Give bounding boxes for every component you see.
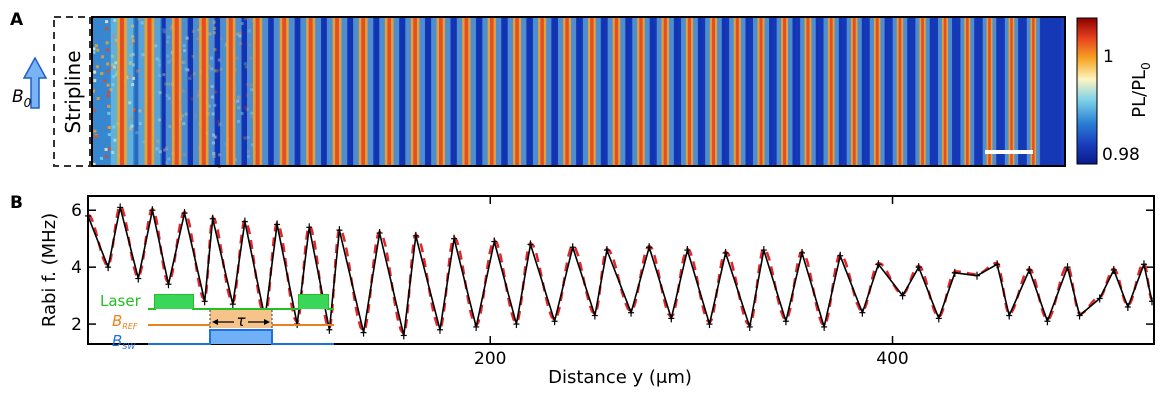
data-point	[326, 325, 333, 334]
data-point	[1044, 317, 1051, 326]
data-point	[746, 322, 753, 331]
colorbar-max-label: 1	[1103, 47, 1114, 67]
data-point	[569, 243, 576, 252]
data-point	[451, 234, 458, 243]
data-point	[591, 311, 598, 320]
data-point	[1006, 311, 1013, 320]
panel-a-label: A	[10, 10, 24, 30]
data-point	[181, 209, 188, 218]
laser-pulse-2	[299, 295, 328, 309]
pl-map	[91, 16, 1066, 168]
data-point	[85, 211, 91, 220]
data-point	[306, 223, 313, 232]
colorbar	[1076, 17, 1098, 165]
data-point	[994, 260, 1001, 269]
laser-pulse-1	[155, 295, 193, 309]
data-point	[400, 331, 407, 340]
data-point	[117, 203, 124, 212]
y-axis-ticks: 2 4 6	[71, 201, 1154, 335]
data-point	[201, 297, 208, 306]
data-point	[105, 263, 112, 272]
bsw-pulse	[210, 330, 272, 344]
x-axis-ticks: 200 400	[474, 196, 909, 369]
pulse-sequence-inset: Laser BREF τ BSW	[100, 292, 334, 351]
data-point	[165, 280, 172, 289]
colorbar-title: PL/PL0	[1129, 62, 1153, 117]
data-point	[274, 220, 281, 229]
data-point	[1140, 260, 1147, 269]
data-point	[628, 308, 635, 317]
data-point	[859, 308, 866, 317]
data-point	[376, 229, 383, 237]
data-point	[706, 320, 713, 329]
data-point	[875, 260, 882, 269]
data-point	[951, 268, 958, 277]
data-point	[799, 248, 806, 257]
y-tick-label: 6	[71, 201, 82, 221]
data-point	[1148, 297, 1155, 306]
stripline-label: Stripline	[61, 50, 85, 133]
data-point	[646, 243, 653, 252]
data-point	[551, 317, 558, 326]
data-point	[603, 246, 610, 255]
data-point	[821, 322, 828, 331]
laser-label: Laser	[100, 292, 142, 310]
data-point	[229, 300, 236, 309]
data-point	[722, 248, 729, 257]
data-point	[1096, 294, 1103, 303]
data-point	[837, 251, 844, 260]
x-tick-label: 200	[474, 349, 506, 369]
data-point	[149, 206, 156, 215]
data-point	[668, 314, 675, 323]
data-point	[241, 217, 248, 226]
data-point	[1124, 303, 1131, 311]
pl-map-frame	[91, 16, 1066, 167]
bsw-label: BSW	[112, 332, 136, 351]
data-point	[209, 214, 216, 223]
data-point	[915, 263, 922, 272]
y-axis-label: Rabi f. (MHz)	[39, 213, 60, 327]
data-point	[473, 322, 480, 331]
data-point	[513, 320, 520, 329]
data-point	[412, 231, 419, 240]
data-point	[135, 274, 142, 283]
data-point	[935, 314, 942, 323]
x-axis-label: Distance y (μm)	[548, 367, 692, 388]
colorbar-min-label: 0.98	[1102, 145, 1140, 165]
data-point	[974, 271, 981, 280]
data-point	[760, 246, 767, 255]
data-point	[1110, 266, 1117, 274]
data-point	[360, 328, 367, 337]
data-points	[85, 203, 1155, 340]
bsw-trace	[148, 329, 334, 345]
data-point	[684, 246, 691, 255]
b0-arrow-icon	[22, 56, 48, 109]
y-tick-label: 2	[71, 315, 82, 335]
panel-b-label: B	[10, 193, 23, 213]
x-tick-label: 400	[876, 349, 908, 369]
data-point	[1064, 263, 1071, 272]
pl-map-stripes	[92, 17, 1062, 168]
data-point	[782, 317, 789, 326]
data-point	[336, 226, 343, 235]
data-point	[1076, 311, 1083, 320]
tau-label: τ	[236, 312, 246, 330]
y-tick-label: 4	[71, 258, 82, 278]
bref-label: BREF	[112, 312, 138, 331]
data-point	[436, 325, 443, 334]
scale-bar	[985, 150, 1033, 154]
pl-stripe	[1026, 17, 1062, 166]
stripline-box	[53, 16, 91, 167]
data-point	[899, 291, 906, 300]
b0-label: B0	[12, 87, 32, 110]
data-point	[527, 240, 534, 249]
data-point	[1026, 266, 1033, 274]
data-point	[491, 237, 498, 246]
